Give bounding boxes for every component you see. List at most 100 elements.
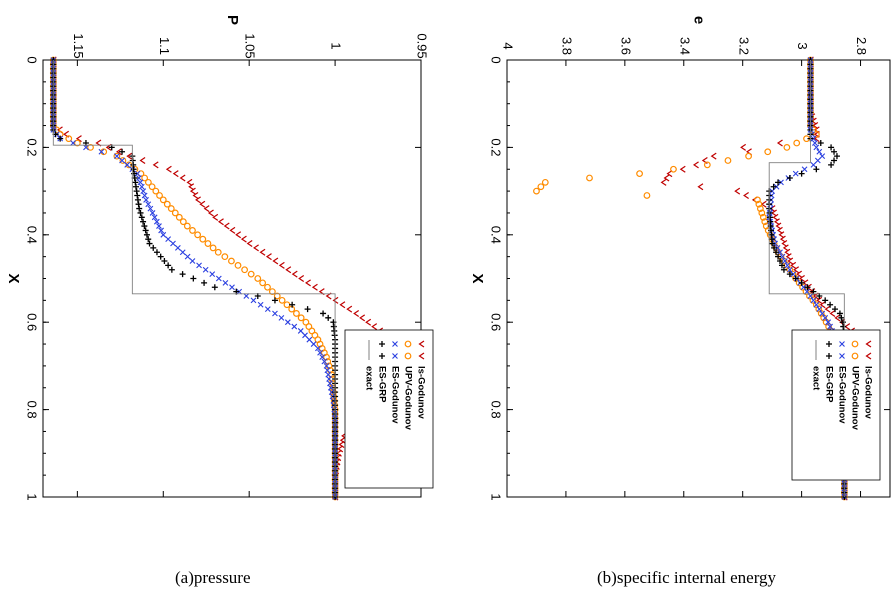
data-point bbox=[780, 266, 787, 273]
pressure-chart: 0 0.2 0.4 0.6 0.8 1 0.95 1 1.05 1.1 1.15 X Pls-Godun… bbox=[5, 15, 434, 501]
data-point bbox=[175, 213, 183, 221]
y-tick-label: 0.95 bbox=[415, 33, 430, 58]
data-point bbox=[167, 205, 175, 212]
data-point bbox=[165, 262, 172, 269]
x-tick-label: 0.8 bbox=[25, 401, 40, 419]
data-point bbox=[798, 279, 805, 286]
x-tick-label: 0 bbox=[489, 56, 504, 63]
data-point bbox=[247, 270, 255, 278]
data-point bbox=[285, 266, 292, 274]
data-point bbox=[816, 296, 823, 304]
data-point bbox=[148, 183, 156, 191]
data-point bbox=[801, 166, 808, 173]
data-point bbox=[73, 139, 81, 147]
data-point bbox=[171, 209, 179, 217]
data-point bbox=[740, 143, 747, 151]
data-point bbox=[813, 166, 820, 173]
y-axis-title: P bbox=[224, 15, 241, 25]
data-point bbox=[822, 314, 829, 321]
exact-line bbox=[768, 60, 845, 497]
data-point bbox=[836, 310, 843, 317]
data-point bbox=[222, 279, 229, 286]
data-point bbox=[771, 244, 778, 251]
data-point bbox=[250, 297, 257, 304]
data-point bbox=[75, 135, 82, 143]
data-point bbox=[179, 218, 187, 226]
data-point bbox=[140, 188, 147, 194]
data-point bbox=[339, 301, 346, 309]
data-point bbox=[153, 218, 160, 225]
data-point bbox=[113, 153, 120, 160]
data-point bbox=[773, 249, 780, 256]
data-point bbox=[321, 358, 328, 365]
data-point bbox=[697, 183, 704, 191]
data-point bbox=[758, 209, 766, 217]
x-axis-title: X bbox=[469, 273, 486, 283]
data-point bbox=[798, 170, 805, 177]
data-point bbox=[822, 297, 829, 304]
data-point bbox=[209, 244, 217, 252]
data-point bbox=[831, 157, 838, 164]
legend-marker bbox=[404, 352, 412, 360]
data-point bbox=[773, 218, 780, 226]
data-point bbox=[293, 310, 300, 317]
data-point bbox=[816, 306, 823, 312]
data-point bbox=[188, 183, 195, 191]
data-point bbox=[151, 214, 158, 221]
data-point bbox=[192, 191, 199, 199]
data-point bbox=[838, 314, 845, 321]
data-point bbox=[291, 323, 298, 330]
x-tick-label: 0.2 bbox=[25, 138, 40, 156]
data-point bbox=[772, 213, 779, 221]
data-point bbox=[759, 213, 767, 221]
data-point bbox=[137, 179, 144, 186]
data-point bbox=[194, 231, 202, 239]
data-point bbox=[325, 314, 332, 321]
data-point bbox=[323, 363, 330, 369]
data-point bbox=[207, 209, 214, 217]
data-point bbox=[147, 205, 154, 212]
data-point bbox=[311, 283, 318, 291]
data-point bbox=[241, 266, 249, 274]
data-point bbox=[234, 261, 242, 269]
data-point bbox=[796, 270, 803, 278]
data-point bbox=[119, 157, 127, 164]
y-tick-label: 1.15 bbox=[71, 33, 86, 58]
legend-label: UPV-Godunov bbox=[402, 366, 413, 431]
data-point bbox=[98, 148, 105, 155]
data-point bbox=[291, 270, 298, 278]
data-point bbox=[119, 157, 125, 164]
y-tick-label: 3.4 bbox=[677, 37, 692, 55]
data-point bbox=[298, 275, 305, 282]
data-point bbox=[272, 310, 278, 317]
data-point bbox=[586, 174, 593, 182]
data-point bbox=[278, 314, 285, 321]
data-point bbox=[745, 152, 752, 160]
data-point bbox=[161, 258, 168, 265]
data-point bbox=[790, 271, 797, 278]
data-point bbox=[784, 262, 791, 269]
legend-box bbox=[344, 329, 434, 489]
legend-marker bbox=[418, 340, 425, 348]
data-point bbox=[328, 389, 335, 396]
legend-marker bbox=[418, 352, 425, 360]
data-point bbox=[141, 174, 149, 182]
data-point bbox=[153, 249, 160, 256]
caption-pressure: (a)pressure bbox=[175, 568, 251, 587]
data-point bbox=[70, 140, 76, 146]
data-point bbox=[660, 178, 667, 186]
legend-marker bbox=[379, 341, 385, 347]
data-point bbox=[259, 248, 266, 256]
data-point bbox=[679, 165, 686, 173]
data-point bbox=[223, 222, 230, 230]
data-point bbox=[240, 235, 247, 243]
y-tick-label: 3 bbox=[795, 42, 810, 49]
data-point bbox=[353, 309, 360, 317]
data-point bbox=[819, 310, 826, 317]
data-point bbox=[724, 157, 732, 164]
legend: ls-GodunovUPV-GodunovES-GodunovES-GRPexa… bbox=[344, 329, 434, 489]
data-point bbox=[146, 240, 153, 247]
data-point bbox=[212, 213, 219, 221]
data-point bbox=[816, 148, 823, 155]
data-point bbox=[743, 191, 749, 199]
